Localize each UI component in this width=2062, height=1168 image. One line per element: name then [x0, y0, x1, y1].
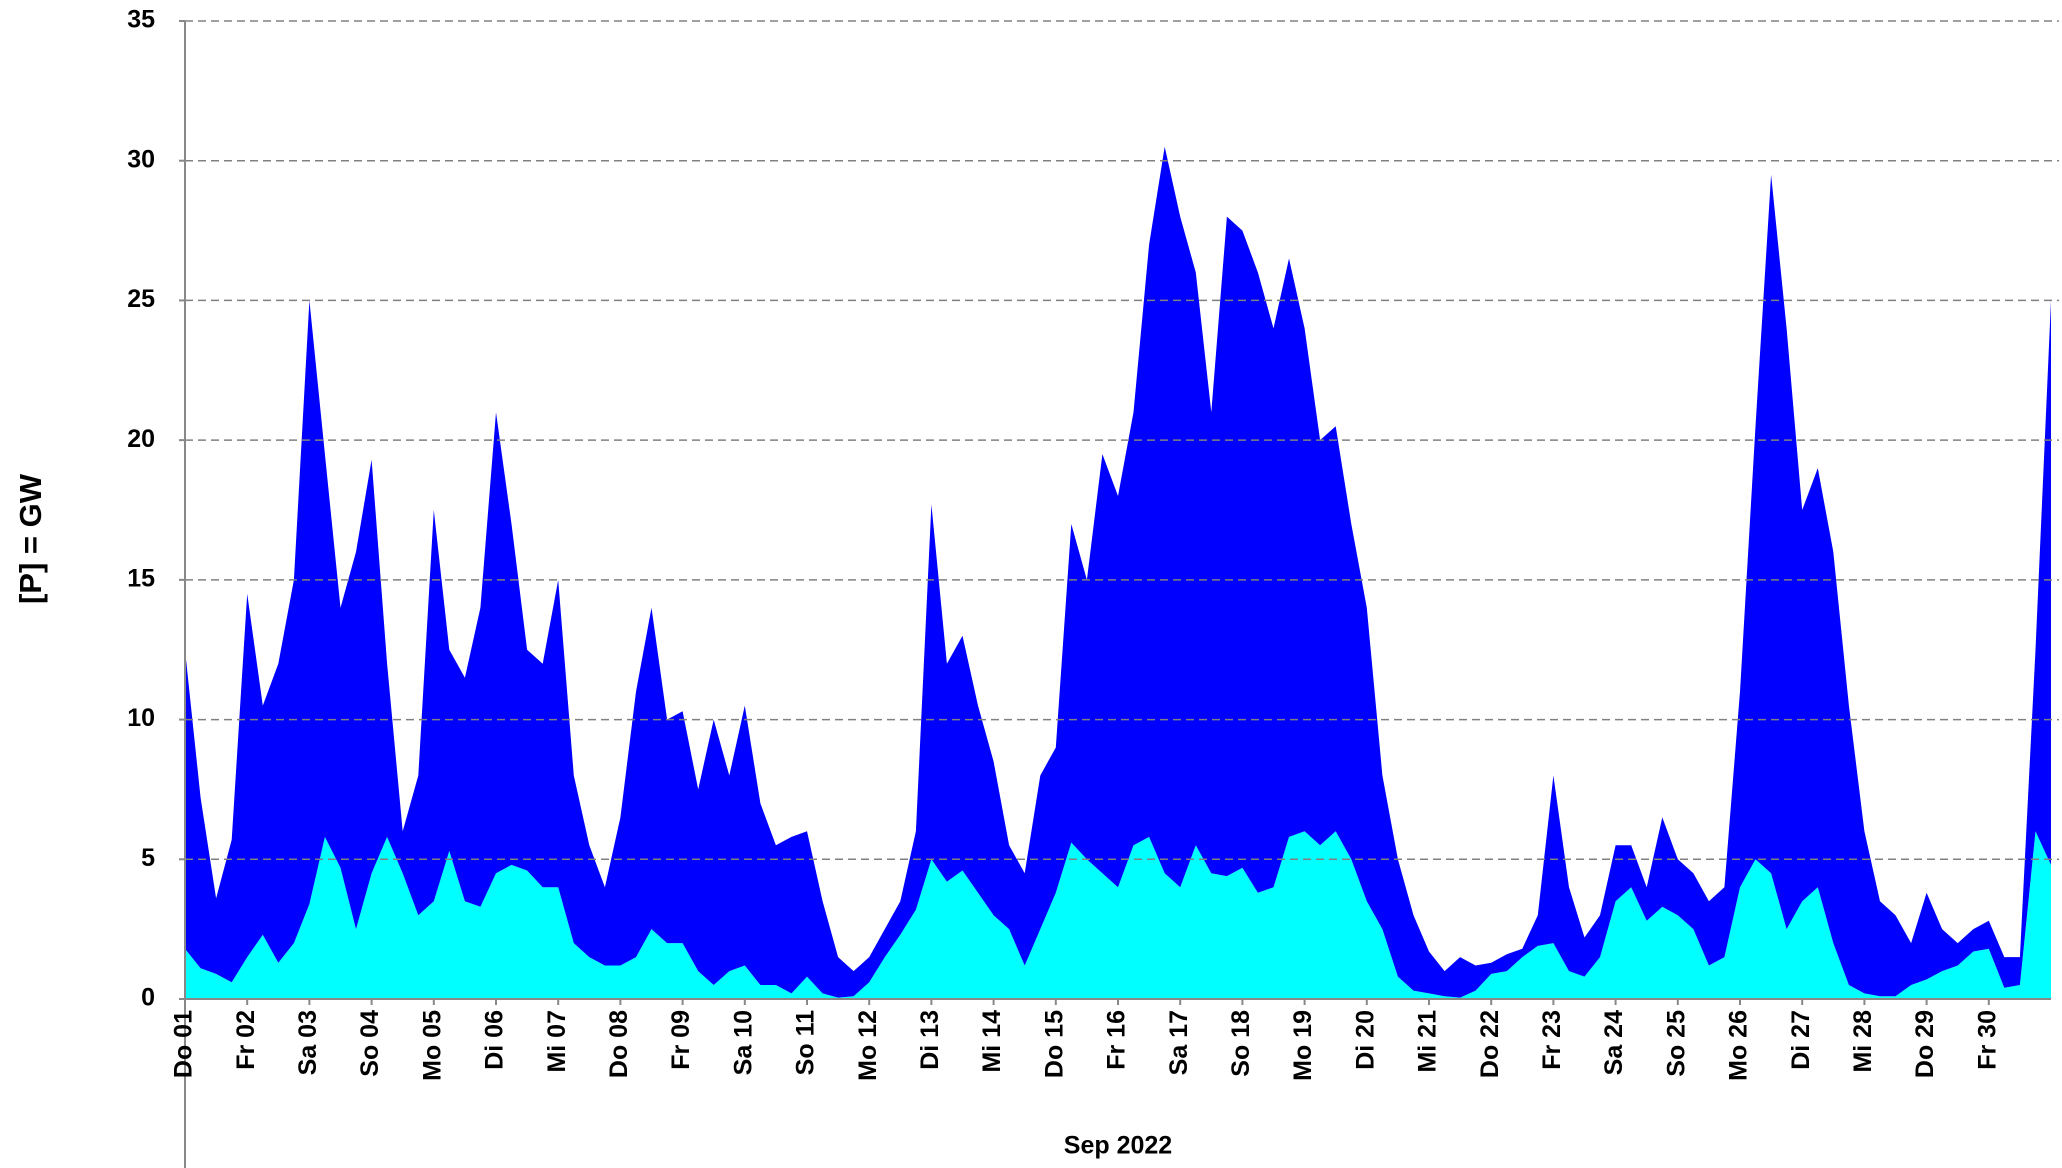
- x-tick-label: So 18: [1227, 1010, 1255, 1077]
- x-tick-label: Mo 05: [418, 1010, 446, 1081]
- x-axis-title: Sep 2022: [1064, 1132, 1172, 1160]
- x-tick-label: Sa 24: [1600, 1010, 1628, 1075]
- x-tick-label: Mo 26: [1725, 1010, 1753, 1081]
- area: [185, 831, 2051, 999]
- x-tick-label: Sa 10: [729, 1010, 757, 1075]
- x-tick-label: Do 01: [170, 1010, 198, 1078]
- x-tick-label: Mi 07: [543, 1010, 571, 1073]
- x-tick-label: Fr 30: [1973, 1010, 2001, 1070]
- y-tick-label: 5: [141, 844, 155, 872]
- x-tick-label: Di 13: [916, 1010, 944, 1070]
- x-tick-label: Do 22: [1476, 1010, 1504, 1078]
- x-tick-label: Fr 16: [1103, 1010, 1131, 1070]
- y-tick-label: 10: [127, 704, 155, 732]
- x-tick-label: So 25: [1662, 1010, 1690, 1077]
- y-tick-label: 35: [127, 6, 155, 34]
- y-tick-label: 25: [127, 285, 155, 313]
- x-tick-label: Mi 14: [978, 1010, 1006, 1073]
- x-tick-label: Di 06: [481, 1010, 509, 1070]
- y-tick-label: 15: [127, 564, 155, 592]
- y-tick-label: 20: [127, 425, 155, 453]
- x-tick-label: Mi 21: [1414, 1010, 1442, 1073]
- x-tick-label: Fr 09: [667, 1010, 695, 1070]
- y-tick-label: 30: [127, 145, 155, 173]
- x-tick-label: So 11: [792, 1010, 820, 1075]
- x-tick-label: Mo 12: [854, 1010, 882, 1081]
- y-tick-label: 0: [141, 984, 155, 1012]
- x-tick-label: Do 08: [605, 1010, 633, 1078]
- x-tick-label: Mi 28: [1849, 1010, 1877, 1073]
- x-tick-label: Mo 19: [1289, 1010, 1317, 1081]
- x-tick-label: Sa 17: [1165, 1010, 1193, 1075]
- x-tick-label: Do 15: [1040, 1010, 1068, 1078]
- area: [185, 146, 2051, 998]
- x-tick-label: Fr 02: [232, 1010, 260, 1070]
- x-tick-label: Di 27: [1787, 1010, 1815, 1070]
- y-axis-title: [P] = GW: [13, 473, 48, 604]
- x-tick-label: Sa 03: [294, 1010, 322, 1075]
- x-tick-label: Di 20: [1351, 1010, 1379, 1070]
- x-tick-label: Do 29: [1911, 1010, 1939, 1078]
- x-tick-label: So 04: [356, 1010, 384, 1077]
- x-tick-label: Fr 23: [1538, 1010, 1566, 1070]
